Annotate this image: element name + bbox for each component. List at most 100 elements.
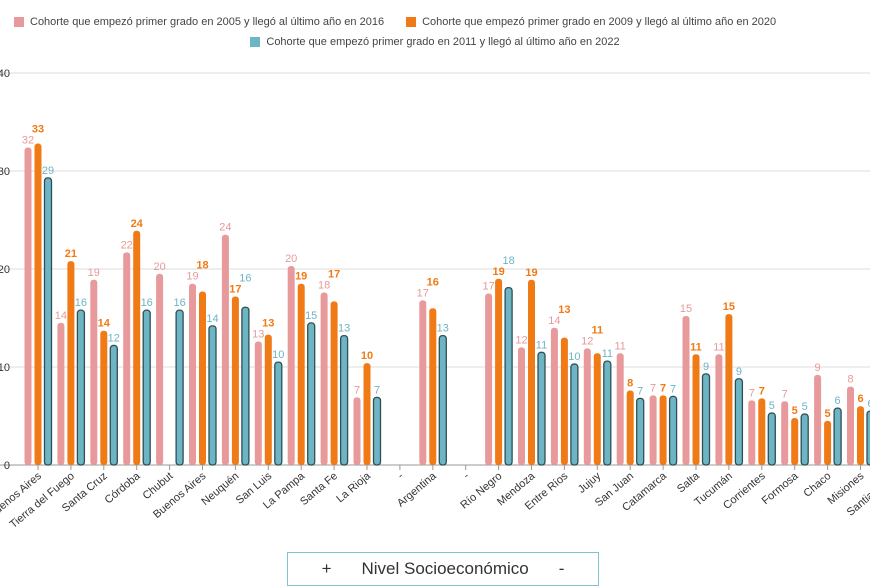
y-tick-label: 20	[0, 264, 10, 276]
legend-label: Cohorte que empezó primer grado en 2005 …	[30, 16, 385, 28]
legend-item-2020[interactable]: Cohorte que empezó primer grado en 2009 …	[406, 16, 776, 28]
bar	[429, 308, 437, 465]
bar	[603, 360, 612, 466]
bar	[593, 353, 601, 465]
data-label: 13	[558, 304, 570, 316]
data-label: 16	[141, 297, 153, 309]
legend-label: Cohorte que empezó primer grado en 2009 …	[422, 16, 777, 28]
bar	[231, 296, 239, 465]
y-tick-label: 0	[4, 460, 10, 472]
data-label: 7	[650, 382, 656, 394]
bar	[504, 286, 513, 466]
data-label: 10	[361, 350, 373, 362]
data-label: 16	[427, 276, 439, 288]
x-tick-label: Salta	[675, 470, 703, 496]
bar	[636, 397, 645, 466]
data-label: 7	[670, 383, 676, 395]
data-label: 7	[749, 387, 755, 399]
collapse-button[interactable]: -	[558, 559, 565, 578]
y-tick-label: 30	[0, 166, 10, 178]
data-label: 24	[131, 218, 144, 230]
data-label: 7	[374, 384, 380, 396]
bar	[264, 334, 272, 465]
bar	[372, 396, 382, 466]
bar	[438, 334, 447, 466]
data-label: 10	[272, 349, 284, 361]
legend-item-2016[interactable]: Cohorte que empezó primer grado en 2005 …	[14, 16, 384, 28]
bar	[24, 147, 32, 466]
data-label: 12	[108, 332, 120, 344]
x-tick-label: Santa Fe	[298, 470, 340, 508]
bar	[189, 283, 196, 465]
bar	[34, 143, 42, 465]
bar	[725, 314, 733, 465]
data-label: 17	[328, 269, 340, 281]
bar	[221, 234, 229, 465]
data-label: 11	[602, 348, 613, 360]
bar	[339, 334, 349, 466]
bar	[649, 395, 657, 465]
bar	[485, 293, 493, 465]
data-label: 15	[723, 301, 735, 313]
data-label: 21	[65, 248, 77, 260]
data-label: 14	[98, 318, 111, 330]
data-label: 29	[42, 165, 54, 177]
data-label: 11	[690, 341, 702, 353]
legend-swatch	[250, 37, 261, 47]
data-label: 6	[867, 398, 870, 410]
bar	[208, 325, 217, 466]
data-label: 5	[769, 400, 775, 412]
data-label: 7	[782, 388, 788, 400]
data-label: 20	[285, 253, 297, 265]
data-label: 14	[206, 313, 218, 325]
data-label: 8	[627, 378, 633, 390]
bar	[682, 316, 690, 465]
data-label: 14	[55, 310, 67, 322]
x-tick-label: -	[461, 470, 472, 482]
data-label: 9	[703, 361, 709, 373]
data-label: 8	[847, 374, 853, 386]
bar	[570, 363, 579, 466]
bar	[57, 322, 65, 465]
data-label: 13	[338, 323, 350, 335]
data-label: 7	[660, 382, 666, 394]
data-label: 7	[637, 385, 643, 397]
data-label: 32	[22, 134, 34, 146]
x-tick-label: Formosa	[760, 470, 802, 508]
nivel-socioeconomico-control[interactable]: + Nivel Socioeconómico -	[287, 552, 599, 586]
bar	[419, 300, 427, 465]
bar	[353, 397, 361, 465]
x-tick-label: La Rioja	[334, 470, 373, 506]
bar	[715, 354, 723, 465]
bar	[254, 341, 262, 465]
bar	[814, 374, 822, 465]
data-label: 11	[614, 340, 625, 352]
bar	[67, 261, 75, 465]
data-label: 6	[835, 395, 841, 407]
x-tick-label: Jujuy	[576, 470, 604, 496]
bar	[528, 279, 535, 465]
bar	[537, 351, 546, 466]
bar	[43, 177, 53, 466]
data-label: 17	[482, 281, 494, 293]
bar	[287, 266, 295, 465]
bar	[100, 330, 108, 465]
bar	[659, 395, 667, 465]
bar	[109, 344, 118, 466]
data-label: 13	[262, 318, 274, 330]
data-label: 9	[736, 366, 742, 378]
data-label: 7	[759, 385, 765, 397]
data-label: 18	[196, 260, 208, 272]
bar	[199, 291, 206, 465]
legend-line: Cohorte que empezó primer grado en 2005 …	[0, 12, 870, 32]
data-label: 6	[857, 393, 863, 405]
data-label: 16	[173, 297, 185, 309]
bar	[495, 278, 503, 465]
data-label: 17	[229, 283, 241, 295]
bar	[307, 322, 316, 466]
data-label: 11	[591, 324, 603, 336]
nse-label: Nivel Socioeconómico	[361, 559, 529, 578]
expand-button[interactable]: +	[321, 559, 332, 578]
legend-item-2022[interactable]: Cohorte que empezó primer grado en 2011 …	[250, 36, 620, 48]
